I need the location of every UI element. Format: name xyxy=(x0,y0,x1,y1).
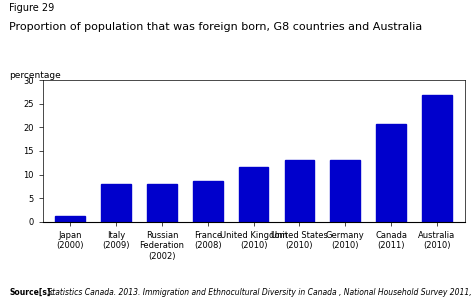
Bar xyxy=(193,181,223,222)
Bar xyxy=(55,216,85,222)
Text: Statistics Canada. 2013. ‪Immigration and Ethnocultural Diversity in Canada‬ , N: Statistics Canada. 2013. ‪Immigration an… xyxy=(45,288,474,297)
Text: Source[s]:: Source[s]: xyxy=(9,288,54,297)
Bar xyxy=(284,160,314,222)
Text: Figure 29: Figure 29 xyxy=(9,3,55,13)
Text: percentage: percentage xyxy=(9,71,61,80)
Bar xyxy=(147,184,177,222)
Text: Proportion of population that was foreign born, G8 countries and Australia: Proportion of population that was foreig… xyxy=(9,22,423,31)
Bar xyxy=(376,124,406,222)
Bar xyxy=(330,160,360,222)
Bar xyxy=(239,167,268,222)
Bar xyxy=(101,184,131,222)
Bar xyxy=(422,95,452,222)
